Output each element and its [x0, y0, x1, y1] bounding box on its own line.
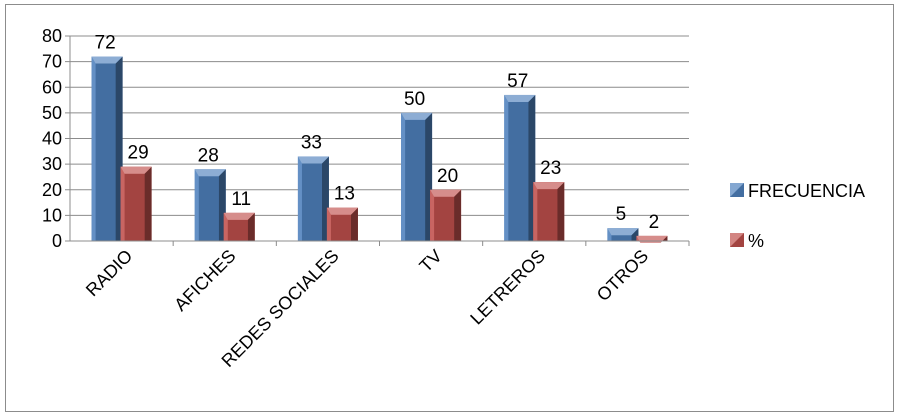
- x-tick-label: REDES SOCIALES: [218, 246, 343, 371]
- bar-inner-face: [301, 163, 322, 241]
- data-label: 11: [231, 189, 251, 210]
- data-label: 5: [616, 204, 627, 225]
- bar-top-face: [223, 212, 255, 220]
- bar-edge-face: [297, 156, 302, 241]
- bar-chart: 0 10 20 30 40 50 60 70 80 72 29 28 11 33 13 50 20 57 23 5 2…: [42, 26, 865, 371]
- bar-side-face: [144, 166, 152, 241]
- bar-percent: [120, 166, 152, 241]
- bar-edge-face: [533, 182, 538, 241]
- bar-top-face: [636, 235, 668, 243]
- legend-item: %: [730, 231, 764, 251]
- y-tick-label: 80: [42, 26, 62, 46]
- bar-frecuencia: [194, 169, 226, 241]
- bar-edge-face: [326, 207, 331, 241]
- bar-side-face: [454, 189, 462, 241]
- data-label: 28: [198, 145, 219, 166]
- bar-percent: [326, 207, 358, 241]
- x-tick-label: LETREROS: [466, 246, 549, 329]
- bar-percent: [533, 182, 565, 241]
- y-tick-label: 0: [52, 231, 62, 251]
- bar-inner-face: [508, 101, 529, 241]
- bar-edge-face: [91, 56, 96, 241]
- bar-top-face: [504, 94, 536, 102]
- y-tick-label: 60: [42, 77, 62, 97]
- bar-frecuencia: [401, 112, 433, 241]
- bar-edge-face: [430, 189, 435, 241]
- bar-side-face: [247, 212, 255, 241]
- bar-edge-face: [194, 169, 199, 241]
- legend-label: %: [748, 231, 764, 251]
- bar-top-face: [326, 207, 358, 215]
- data-label: 50: [404, 89, 425, 110]
- bar-top-face: [401, 112, 433, 120]
- data-label: 23: [540, 158, 561, 179]
- bar-inner-face: [95, 63, 116, 241]
- data-label: 57: [507, 71, 528, 92]
- x-tick-label: RADIO: [82, 246, 136, 300]
- data-label: 13: [334, 184, 355, 205]
- data-label: 2: [649, 212, 660, 233]
- bar-top-face: [533, 182, 565, 190]
- y-tick-label: 20: [42, 180, 62, 200]
- x-tick-label: OTROS: [593, 246, 652, 305]
- gridlines: [70, 35, 689, 242]
- data-label: 20: [437, 166, 458, 187]
- y-tick-label: 10: [42, 205, 62, 225]
- bar-side-face: [350, 207, 358, 241]
- bar-side-face: [557, 182, 565, 241]
- bar-inner-face: [405, 119, 426, 241]
- bar-inner-face: [611, 235, 632, 241]
- bars: [91, 56, 668, 243]
- bar-top-face: [194, 169, 226, 177]
- data-labels: 72 29 28 11 33 13 50 20 57 23 5 2: [95, 33, 660, 233]
- bar-frecuencia: [504, 94, 536, 241]
- bar-top-face: [430, 189, 462, 197]
- bar-top-face: [297, 156, 329, 164]
- y-tick-label: 50: [42, 103, 62, 123]
- y-tick-label: 30: [42, 154, 62, 174]
- bar-inner-face: [198, 176, 219, 241]
- x-tick-label: TV: [415, 246, 445, 276]
- legend-label: FRECUENCIA: [748, 181, 865, 201]
- bar-inner-face: [330, 214, 351, 241]
- bar-frecuencia: [607, 228, 639, 241]
- legend: FRECUENCIA%: [730, 181, 865, 251]
- y-tick-label: 40: [42, 129, 62, 149]
- x-tick-label: AFICHES: [170, 246, 239, 315]
- legend-swatch-highlight: [730, 233, 744, 247]
- bar-inner-face: [227, 219, 248, 241]
- bar-percent: [223, 212, 255, 241]
- chart-frame: 0 10 20 30 40 50 60 70 80 72 29 28 11 33 13 50 20 57 23 5 2…: [5, 4, 894, 412]
- data-label: 33: [301, 132, 322, 153]
- bar-frecuencia: [297, 156, 329, 241]
- bar-edge-face: [504, 94, 509, 241]
- bar-edge-face: [223, 212, 228, 241]
- legend-item: FRECUENCIA: [730, 181, 865, 201]
- bar-top-face: [607, 228, 639, 236]
- bar-edge-face: [120, 166, 125, 241]
- data-label: 72: [95, 33, 116, 54]
- y-tick-label: 70: [42, 52, 62, 72]
- bar-edge-face: [607, 228, 612, 241]
- bar-inner-face: [434, 196, 455, 241]
- bar-top-face: [120, 166, 152, 174]
- bar-top-face: [91, 56, 123, 64]
- bar-percent: [636, 235, 668, 243]
- bar-percent: [430, 189, 462, 241]
- bar-edge-face: [401, 112, 406, 241]
- y-axis: 0 10 20 30 40 50 60 70 80: [42, 26, 71, 251]
- bar-inner-face: [537, 189, 558, 241]
- legend-swatch-highlight: [730, 183, 744, 197]
- bar-frecuencia: [91, 56, 123, 241]
- bar-inner-face: [124, 173, 145, 241]
- data-label: 29: [128, 143, 149, 164]
